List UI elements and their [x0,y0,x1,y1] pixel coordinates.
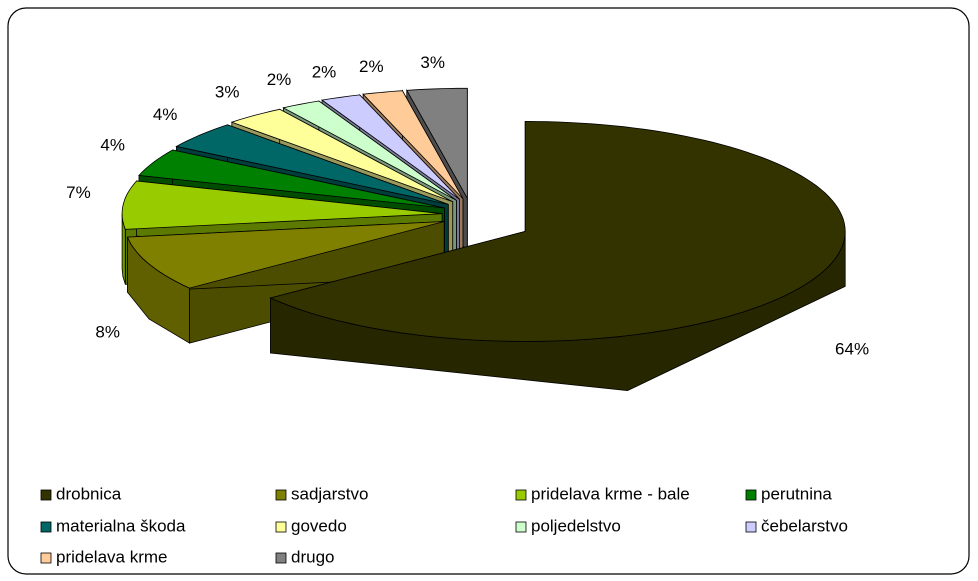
legend-swatch [745,521,757,533]
data-label: 3% [215,83,240,102]
slice [269,120,846,392]
data-label: 2% [267,70,292,89]
slice [175,124,449,205]
slice [269,120,846,342]
data-label: 7% [66,183,91,202]
legend-swatch [745,489,757,501]
legend-swatch [40,552,52,564]
legend-swatch [515,489,527,501]
legend-swatch [275,489,287,501]
slice [406,87,468,200]
data-label: 4% [153,105,178,124]
legend-label: čebelarstvo [761,516,848,535]
legend-swatch [40,489,52,501]
legend-swatch [275,552,287,564]
slice [230,108,453,203]
legend-swatch [40,521,52,533]
slice [126,221,445,289]
data-label: 3% [420,53,445,72]
slice [282,100,457,201]
data-label: 2% [312,62,337,81]
legend-swatch [275,521,287,533]
data-label: 4% [100,135,125,154]
legend-label: perutnina [761,484,832,503]
slice [321,94,460,200]
legend-swatch [515,521,527,533]
legend-label: drobnica [56,484,122,503]
data-label: 2% [359,57,384,76]
legend-label: pridelava krme - bale [531,484,690,503]
legend-label: govedo [291,516,347,535]
legend-label: pridelava krme [56,547,168,566]
data-label: 8% [95,322,120,341]
legend-label: sadjarstvo [291,484,368,503]
legend-label: materialna škoda [56,516,186,535]
legend-label: poljedelstvo [531,516,621,535]
data-label: 64% [835,340,869,359]
slice [362,90,464,200]
slice [138,149,445,209]
legend-label: drugo [291,547,334,566]
slice [121,180,443,230]
